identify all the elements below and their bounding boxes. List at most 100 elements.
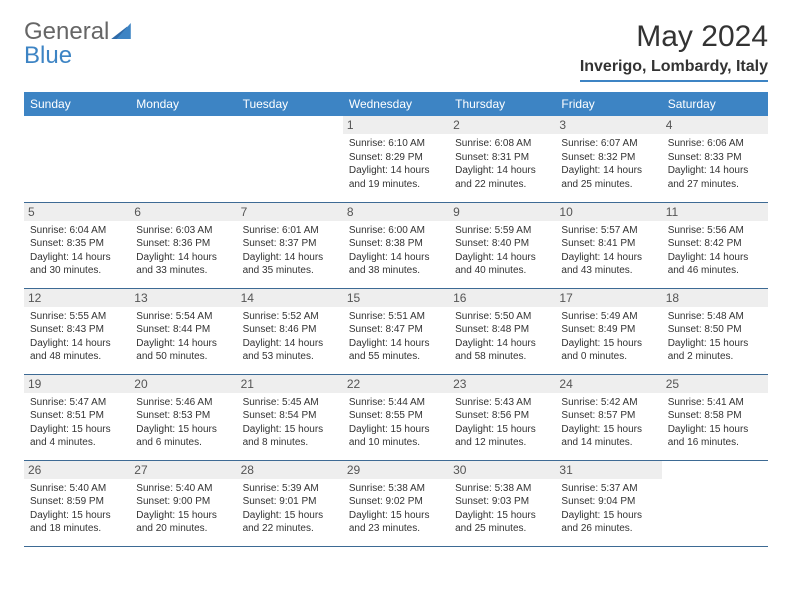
day-info: Sunrise: 5:50 AMSunset: 8:48 PMDaylight:… — [455, 310, 549, 364]
calendar-week-row: 26 Sunrise: 5:40 AMSunset: 8:59 PMDayligh… — [24, 460, 768, 546]
day-info: Sunrise: 5:59 AMSunset: 8:40 PMDaylight:… — [455, 224, 549, 278]
calendar-week-row: 12Sunrise: 5:55 AMSunset: 8:43 PMDayligh… — [24, 288, 768, 374]
calendar-day-cell — [24, 116, 130, 202]
day-info: Sunrise: 6:08 AMSunset: 8:31 PMDaylight:… — [455, 137, 549, 191]
day-number: 6 — [130, 203, 236, 221]
calendar-day-cell: 11 Sunrise: 5:56 AMSunset: 8:42 PMDayligh… — [662, 202, 768, 288]
weekday-header: Wednesday — [343, 92, 449, 116]
calendar-day-cell: 10 Sunrise: 5:57 AMSunset: 8:41 PMDayligh… — [555, 202, 661, 288]
calendar-day-cell — [130, 116, 236, 202]
calendar-day-cell — [237, 116, 343, 202]
day-info: Sunrise: 5:56 AMSunset: 8:42 PMDaylight:… — [668, 224, 762, 278]
day-number: 7 — [237, 203, 343, 221]
location: Inverigo, Lombardy, Italy — [580, 58, 768, 82]
day-number: 1 — [343, 116, 449, 134]
day-number: 28 — [237, 461, 343, 479]
calendar-day-cell: 3Sunrise: 6:07 AMSunset: 8:32 PMDaylight… — [555, 116, 661, 202]
logo-triangle-icon — [111, 20, 131, 44]
day-info: Sunrise: 5:38 AMSunset: 9:02 PMDaylight:… — [349, 482, 443, 536]
day-number: 23 — [449, 375, 555, 393]
day-number: 20 — [130, 375, 236, 393]
day-number: 4 — [662, 116, 768, 134]
calendar-day-cell: 29 Sunrise: 5:38 AMSunset: 9:02 PMDayligh… — [343, 460, 449, 546]
weekday-header: Tuesday — [237, 92, 343, 116]
day-info: Sunrise: 5:54 AMSunset: 8:44 PMDaylight:… — [136, 310, 230, 364]
day-info: Sunrise: 5:44 AMSunset: 8:55 PMDaylight:… — [349, 396, 443, 450]
day-number: 9 — [449, 203, 555, 221]
calendar-day-cell: 22 Sunrise: 5:44 AMSunset: 8:55 PMDayligh… — [343, 374, 449, 460]
calendar-day-cell: 19 Sunrise: 5:47 AMSunset: 8:51 PMDayligh… — [24, 374, 130, 460]
logo-text-blue: Blue — [24, 44, 131, 68]
day-info: Sunrise: 5:40 AMSunset: 9:00 PMDaylight:… — [136, 482, 230, 536]
day-info: Sunrise: 5:45 AMSunset: 8:54 PMDaylight:… — [243, 396, 337, 450]
day-info: Sunrise: 5:39 AMSunset: 9:01 PMDaylight:… — [243, 482, 337, 536]
calendar-week-row: 5Sunrise: 6:04 AMSunset: 8:35 PMDaylight… — [24, 202, 768, 288]
calendar-day-cell: 13 Sunrise: 5:54 AMSunset: 8:44 PMDayligh… — [130, 288, 236, 374]
calendar-day-cell: 20 Sunrise: 5:46 AMSunset: 8:53 PMDayligh… — [130, 374, 236, 460]
day-number: 26 — [24, 461, 130, 479]
day-number: 31 — [555, 461, 661, 479]
day-number: 11 — [662, 203, 768, 221]
day-info: Sunrise: 5:57 AMSunset: 8:41 PMDaylight:… — [561, 224, 655, 278]
calendar-day-cell: 26 Sunrise: 5:40 AMSunset: 8:59 PMDayligh… — [24, 460, 130, 546]
day-info: Sunrise: 5:42 AMSunset: 8:57 PMDaylight:… — [561, 396, 655, 450]
day-info: Sunrise: 5:55 AMSunset: 8:43 PMDaylight:… — [30, 310, 124, 364]
calendar-day-cell: 6 Sunrise: 6:03 AMSunset: 8:36 PMDaylight… — [130, 202, 236, 288]
day-number: 2 — [449, 116, 555, 134]
day-number: 19 — [24, 375, 130, 393]
day-info: Sunrise: 5:41 AMSunset: 8:58 PMDaylight:… — [668, 396, 762, 450]
day-info: Sunrise: 6:10 AMSunset: 8:29 PMDaylight:… — [349, 137, 443, 191]
day-number: 24 — [555, 375, 661, 393]
calendar-day-cell: 18Sunrise: 5:48 AMSunset: 8:50 PMDayligh… — [662, 288, 768, 374]
day-info: Sunrise: 6:06 AMSunset: 8:33 PMDaylight:… — [668, 137, 762, 191]
day-number: 21 — [237, 375, 343, 393]
day-info: Sunrise: 5:38 AMSunset: 9:03 PMDaylight:… — [455, 482, 549, 536]
day-info: Sunrise: 5:43 AMSunset: 8:56 PMDaylight:… — [455, 396, 549, 450]
calendar-header-row: SundayMondayTuesdayWednesdayThursdayFrid… — [24, 92, 768, 116]
day-number: 27 — [130, 461, 236, 479]
day-info: Sunrise: 5:49 AMSunset: 8:49 PMDaylight:… — [561, 310, 655, 364]
day-number: 15 — [343, 289, 449, 307]
day-number: 16 — [449, 289, 555, 307]
calendar-day-cell: 21 Sunrise: 5:45 AMSunset: 8:54 PMDayligh… — [237, 374, 343, 460]
day-info: Sunrise: 6:01 AMSunset: 8:37 PMDaylight:… — [243, 224, 337, 278]
day-number: 5 — [24, 203, 130, 221]
day-info: Sunrise: 6:03 AMSunset: 8:36 PMDaylight:… — [136, 224, 230, 278]
calendar-day-cell: 28 Sunrise: 5:39 AMSunset: 9:01 PMDayligh… — [237, 460, 343, 546]
calendar-day-cell: 12Sunrise: 5:55 AMSunset: 8:43 PMDayligh… — [24, 288, 130, 374]
calendar-day-cell — [662, 460, 768, 546]
day-info: Sunrise: 5:37 AMSunset: 9:04 PMDaylight:… — [561, 482, 655, 536]
logo: GeneralBlue — [24, 20, 131, 68]
day-info: Sunrise: 5:52 AMSunset: 8:46 PMDaylight:… — [243, 310, 337, 364]
calendar-day-cell: 2 Sunrise: 6:08 AMSunset: 8:31 PMDaylight… — [449, 116, 555, 202]
day-number: 17 — [555, 289, 661, 307]
calendar-day-cell: 23 Sunrise: 5:43 AMSunset: 8:56 PMDayligh… — [449, 374, 555, 460]
calendar-day-cell: 27 Sunrise: 5:40 AMSunset: 9:00 PMDayligh… — [130, 460, 236, 546]
weekday-header: Sunday — [24, 92, 130, 116]
calendar-week-row: 19 Sunrise: 5:47 AMSunset: 8:51 PMDayligh… — [24, 374, 768, 460]
day-info: Sunrise: 5:48 AMSunset: 8:50 PMDaylight:… — [668, 310, 762, 364]
calendar-day-cell: 9 Sunrise: 5:59 AMSunset: 8:40 PMDaylight… — [449, 202, 555, 288]
day-number: 29 — [343, 461, 449, 479]
calendar-day-cell: 16 Sunrise: 5:50 AMSunset: 8:48 PMDayligh… — [449, 288, 555, 374]
logo-text-general: General — [24, 20, 109, 44]
calendar-day-cell: 5Sunrise: 6:04 AMSunset: 8:35 PMDaylight… — [24, 202, 130, 288]
calendar-day-cell: 30Sunrise: 5:38 AMSunset: 9:03 PMDayligh… — [449, 460, 555, 546]
calendar-week-row: 1 Sunrise: 6:10 AMSunset: 8:29 PMDaylight… — [24, 116, 768, 202]
calendar-day-cell: 8Sunrise: 6:00 AMSunset: 8:38 PMDaylight… — [343, 202, 449, 288]
weekday-header: Saturday — [662, 92, 768, 116]
day-number: 22 — [343, 375, 449, 393]
day-info: Sunrise: 5:46 AMSunset: 8:53 PMDaylight:… — [136, 396, 230, 450]
calendar-day-cell: 15Sunrise: 5:51 AMSunset: 8:47 PMDayligh… — [343, 288, 449, 374]
day-number: 25 — [662, 375, 768, 393]
weekday-header: Thursday — [449, 92, 555, 116]
day-info: Sunrise: 5:47 AMSunset: 8:51 PMDaylight:… — [30, 396, 124, 450]
day-number: 10 — [555, 203, 661, 221]
calendar-day-cell: 7 Sunrise: 6:01 AMSunset: 8:37 PMDaylight… — [237, 202, 343, 288]
calendar-day-cell: 1 Sunrise: 6:10 AMSunset: 8:29 PMDaylight… — [343, 116, 449, 202]
calendar-day-cell: 14Sunrise: 5:52 AMSunset: 8:46 PMDayligh… — [237, 288, 343, 374]
calendar-body: 1 Sunrise: 6:10 AMSunset: 8:29 PMDaylight… — [24, 116, 768, 546]
calendar-day-cell: 4 Sunrise: 6:06 AMSunset: 8:33 PMDaylight… — [662, 116, 768, 202]
day-info: Sunrise: 5:40 AMSunset: 8:59 PMDaylight:… — [30, 482, 124, 536]
day-number: 13 — [130, 289, 236, 307]
